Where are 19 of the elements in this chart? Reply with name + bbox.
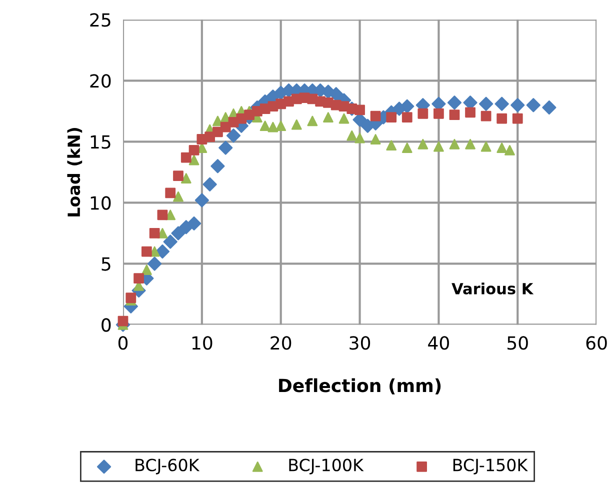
- x-tick-label: 10: [192, 336, 212, 350]
- legend-label: BCJ-100K: [289, 458, 364, 474]
- y-tick-label: 10: [90, 196, 111, 210]
- x-tick-label: 40: [428, 336, 449, 350]
- y-tick-label: 0: [102, 318, 111, 332]
- y-tick-label: 20: [90, 74, 111, 88]
- y-tick-label: 25: [90, 13, 110, 27]
- x-tick-label: 60: [586, 336, 607, 350]
- y-axis-title: Load (kN): [67, 128, 82, 216]
- x-axis-title: Deflection (mm): [279, 378, 441, 394]
- x-tick-label: 30: [350, 336, 370, 350]
- x-tick-label: 20: [270, 336, 292, 350]
- legend-label: BCJ-150K: [453, 458, 528, 474]
- legend-label: BCJ-60K: [136, 458, 200, 474]
- x-tick-label: 0: [118, 336, 128, 350]
- y-tick-label: 15: [90, 135, 110, 149]
- x-tick-label: 50: [508, 336, 528, 350]
- y-tick-label: 5: [102, 257, 110, 271]
- annotation: Various K: [452, 282, 534, 294]
